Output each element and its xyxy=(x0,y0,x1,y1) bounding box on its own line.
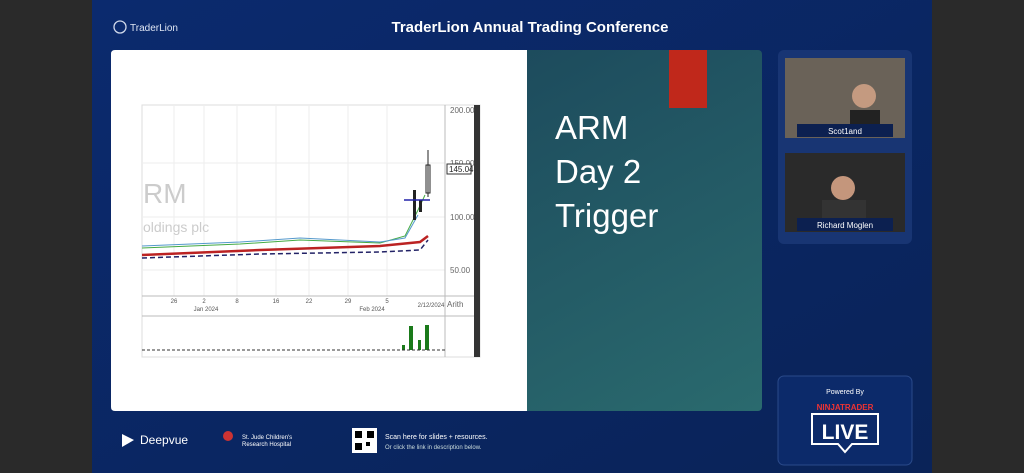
price-label: 50.00 xyxy=(450,266,471,275)
person xyxy=(852,84,876,108)
ma-line xyxy=(141,239,429,259)
person xyxy=(822,200,866,220)
month: Jan 2024 xyxy=(194,307,219,313)
badge: LIVE xyxy=(822,421,869,444)
grid xyxy=(142,105,445,296)
name-tag xyxy=(797,124,893,137)
name-tag xyxy=(797,218,893,231)
price-label: 200.00 xyxy=(450,106,475,115)
stjude: St. Jude Children's xyxy=(242,435,292,441)
date: 5 xyxy=(385,299,389,305)
participant-name: Scot1and xyxy=(828,127,862,136)
date: 22 xyxy=(306,299,313,305)
candles xyxy=(413,150,431,220)
date: 2 xyxy=(202,299,206,305)
deepvue: Deepvue xyxy=(140,433,188,447)
date: 29 xyxy=(345,299,352,305)
sponsor-brand: NINJATRADER xyxy=(817,403,874,412)
qr-text: Or click the link in description below. xyxy=(385,445,482,451)
brand: TraderLion xyxy=(130,23,178,34)
ma-line xyxy=(141,235,429,257)
deepvue-logo xyxy=(122,434,134,447)
qr-text: Scan here for slides + resources. xyxy=(385,434,488,441)
participant-name: Richard Moglen xyxy=(817,221,873,230)
ticker: RM xyxy=(143,178,187,209)
month: Feb 2024 xyxy=(359,307,385,313)
logo-icon xyxy=(113,20,127,34)
title: TraderLion Annual Trading Conference xyxy=(392,19,669,36)
date: 26 xyxy=(171,299,178,305)
scale: Arith xyxy=(447,300,463,309)
ma-line xyxy=(141,194,426,249)
last-price: 145.04 xyxy=(449,165,474,174)
date: 16 xyxy=(273,299,280,305)
slide-line: Day 2 xyxy=(555,153,641,190)
price-label: 100.00 xyxy=(450,213,475,222)
accent xyxy=(669,50,707,108)
slide-line: ARM xyxy=(555,109,628,146)
price-box xyxy=(446,163,472,175)
volume xyxy=(402,325,429,350)
date: 8 xyxy=(235,299,239,305)
ma-line xyxy=(141,214,419,247)
scrollbar xyxy=(474,105,480,357)
slide-line: Trigger xyxy=(555,197,658,234)
stjude: Research Hospital xyxy=(242,442,291,448)
company: oldings plc xyxy=(143,219,209,235)
stjude-logo xyxy=(223,431,233,441)
powered-by: Powered By xyxy=(826,389,864,396)
stock-chart: RM oldings plc 200.00 150.00 145.04 100.… xyxy=(141,104,481,358)
person xyxy=(831,176,855,200)
badge-frame xyxy=(811,413,879,454)
cursor-date: 2/12/2024 xyxy=(418,303,445,309)
